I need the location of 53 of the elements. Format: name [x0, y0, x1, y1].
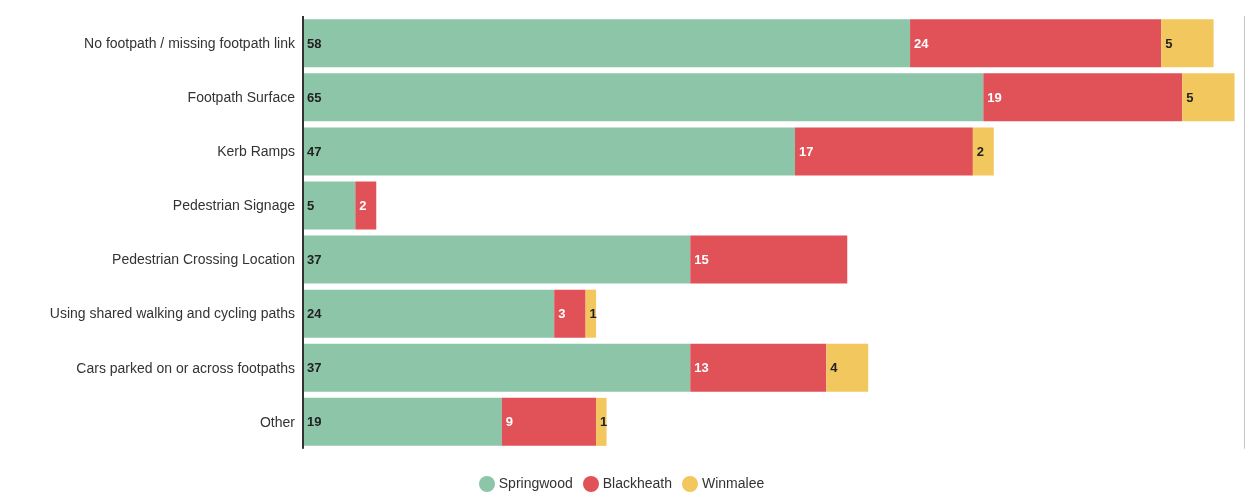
- data-label: 37: [307, 360, 322, 376]
- y-tick-label: Pedestrian Crossing Location: [112, 251, 295, 268]
- bar: [1182, 73, 1235, 122]
- legend-label: Blackheath: [602, 474, 672, 491]
- data-label: 13: [694, 360, 709, 376]
- legend-label: Winmalee: [701, 474, 765, 491]
- y-tick-label: Using shared walking and cycling paths: [49, 305, 295, 322]
- y-tick-label: Footpath Surface: [187, 89, 296, 106]
- y-tick-label: Cars parked on or across footpaths: [76, 359, 295, 376]
- bar: [972, 127, 994, 176]
- data-label: 58: [307, 35, 322, 51]
- data-label: 1: [600, 414, 608, 430]
- bar: [554, 289, 586, 338]
- bar: [983, 73, 1183, 122]
- legend-label: Springwood: [498, 474, 573, 491]
- data-label: 19: [987, 89, 1002, 105]
- bar: [303, 19, 911, 68]
- data-label: 9: [505, 414, 514, 430]
- data-label: 17: [798, 144, 814, 160]
- bar: [303, 235, 691, 284]
- y-tick-label: Kerb Ramps: [217, 143, 295, 160]
- bar: [794, 127, 973, 176]
- data-label: 47: [307, 144, 322, 160]
- data-label: 15: [694, 252, 709, 268]
- bar: [303, 343, 691, 392]
- bar: [910, 19, 1162, 68]
- bar: [596, 397, 607, 446]
- y-tick-label: Other: [259, 413, 296, 430]
- data-label: 3: [558, 306, 566, 322]
- data-label: 2: [359, 198, 367, 214]
- bar: [1161, 19, 1214, 68]
- bar: [303, 289, 555, 338]
- bar: [303, 181, 356, 230]
- data-label: 19: [307, 414, 322, 430]
- bar: [826, 343, 869, 392]
- bar: [690, 343, 827, 392]
- data-label: 2: [976, 144, 985, 160]
- data-label: 5: [1165, 35, 1173, 51]
- bar: [501, 397, 597, 446]
- bar: [355, 181, 377, 230]
- data-label: 24: [307, 306, 323, 322]
- data-label: 5: [1186, 89, 1194, 105]
- bar: [303, 73, 984, 122]
- data-label: 37: [307, 252, 322, 268]
- y-tick-label: Pedestrian Signage: [172, 197, 296, 214]
- data-label: 4: [830, 360, 839, 376]
- bar: [690, 235, 848, 284]
- data-label: 24: [914, 35, 930, 51]
- data-label: 5: [307, 198, 315, 214]
- y-tick-label: No footpath / missing footpath link: [84, 35, 296, 52]
- bar: [303, 397, 502, 446]
- data-label: 65: [307, 89, 322, 105]
- bar: [303, 127, 795, 176]
